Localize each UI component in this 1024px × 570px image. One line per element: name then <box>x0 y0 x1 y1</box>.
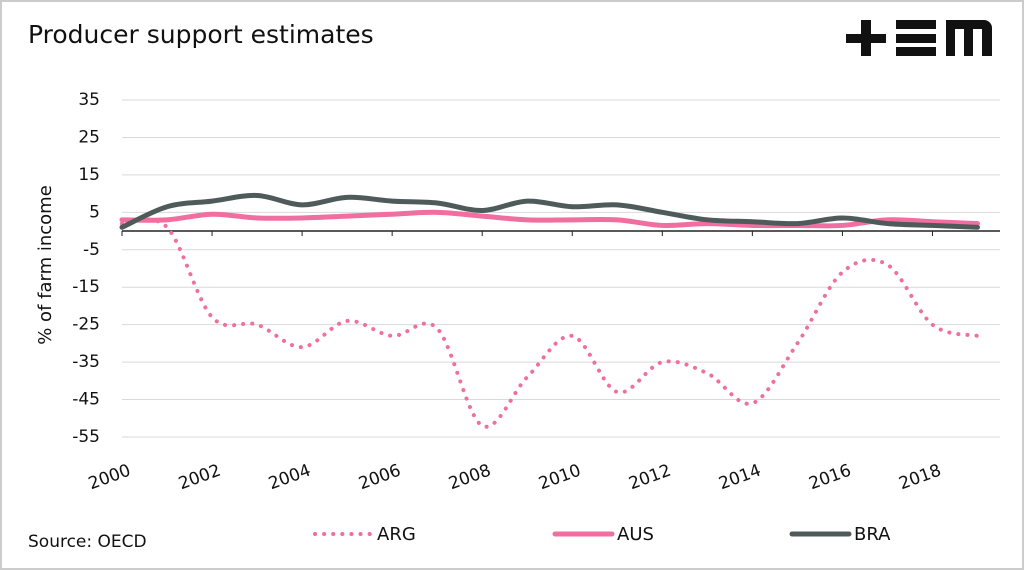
y-tick-label: 25 <box>78 127 100 147</box>
y-axis-label: % of farm income <box>35 185 56 345</box>
y-tick-label: -35 <box>72 352 100 372</box>
legend-label: ARG <box>377 524 416 545</box>
y-tick-label: -55 <box>72 427 100 447</box>
series-line <box>120 217 980 429</box>
x-tick-label: 2002 <box>176 461 223 495</box>
x-tick-label: 2006 <box>356 461 403 495</box>
legend-label: BRA <box>854 524 891 545</box>
series-line <box>119 192 980 230</box>
x-tick-label: 2010 <box>536 461 583 495</box>
y-tick-label: 5 <box>89 202 100 222</box>
y-tick-label: -5 <box>83 240 100 260</box>
y-tick-label: -25 <box>72 315 100 335</box>
x-tick-label: 2008 <box>446 461 493 495</box>
y-tick-label: -45 <box>72 390 100 410</box>
y-tick-label: -15 <box>72 277 100 297</box>
x-tick-label: 2000 <box>86 461 133 495</box>
series-line <box>119 209 980 229</box>
y-tick-label: 15 <box>78 165 100 185</box>
x-tick-label: 2012 <box>626 461 673 495</box>
logo <box>846 20 992 56</box>
x-tick-label: 2016 <box>806 461 853 495</box>
x-tick-label: 2018 <box>896 461 943 495</box>
chart-title: Producer support estimates <box>28 20 374 49</box>
x-tick-label: 2014 <box>716 461 763 495</box>
source: Source: OECD <box>28 532 147 552</box>
y-tick-label: 35 <box>78 90 100 110</box>
x-tick-label: 2004 <box>266 461 313 495</box>
legend-label: AUS <box>617 524 654 545</box>
